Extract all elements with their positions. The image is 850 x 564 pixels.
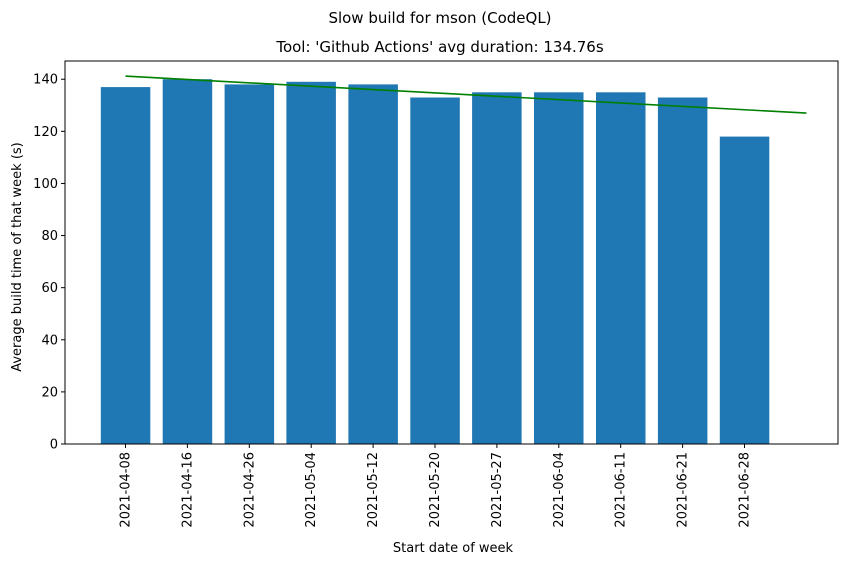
x-tick-label: 2021-05-27 xyxy=(490,452,505,528)
trend-line xyxy=(125,75,807,114)
y-tick-label: 140 xyxy=(33,73,58,88)
bar xyxy=(719,136,770,444)
x-tick-label: 2021-06-21 xyxy=(676,452,691,528)
x-tick-label: 2021-04-16 xyxy=(180,452,195,528)
x-tick-label: 2021-06-28 xyxy=(738,452,753,528)
x-axis-label: Start date of week xyxy=(393,541,514,556)
y-tick-label: 100 xyxy=(33,177,58,192)
bar xyxy=(100,87,151,444)
bar xyxy=(596,92,646,445)
plot-area-frame xyxy=(64,60,839,445)
y-axis: 0 20 40 60 80 100 120 140 xyxy=(33,73,65,453)
bar xyxy=(472,92,522,445)
chart-suptitle: Slow build for mson (CodeQL) xyxy=(328,9,551,27)
x-tick-label: 2021-06-11 xyxy=(614,452,629,528)
bar xyxy=(657,97,708,444)
x-tick-label: 2021-04-26 xyxy=(242,452,257,528)
bar xyxy=(534,92,584,445)
x-tick-label: 2021-06-04 xyxy=(552,452,567,528)
x-axis: 2021-04-08 2021-04-16 2021-04-26 2021-05-04… xyxy=(119,444,753,528)
chart-title: Tool: 'Github Actions' avg duration: 134… xyxy=(275,38,604,56)
x-tick-label: 2021-05-04 xyxy=(304,452,319,528)
x-tick-label: 2021-05-20 xyxy=(428,452,443,528)
bar xyxy=(162,79,213,444)
y-tick-label: 80 xyxy=(41,229,58,244)
bar xyxy=(410,97,460,444)
y-tick-label: 20 xyxy=(41,385,58,400)
y-tick-label: 40 xyxy=(41,333,58,348)
bar xyxy=(286,81,336,445)
x-tick-label: 2021-05-12 xyxy=(366,452,381,528)
x-tick-label: 2021-04-08 xyxy=(119,452,134,528)
bars-group xyxy=(100,79,770,445)
y-tick-label: 0 xyxy=(50,438,58,453)
y-tick-label: 60 xyxy=(41,281,58,296)
y-axis-label: Average build time of that week (s) xyxy=(10,142,25,372)
y-tick-label: 120 xyxy=(33,125,58,140)
bar xyxy=(224,84,275,445)
bar xyxy=(348,84,398,445)
